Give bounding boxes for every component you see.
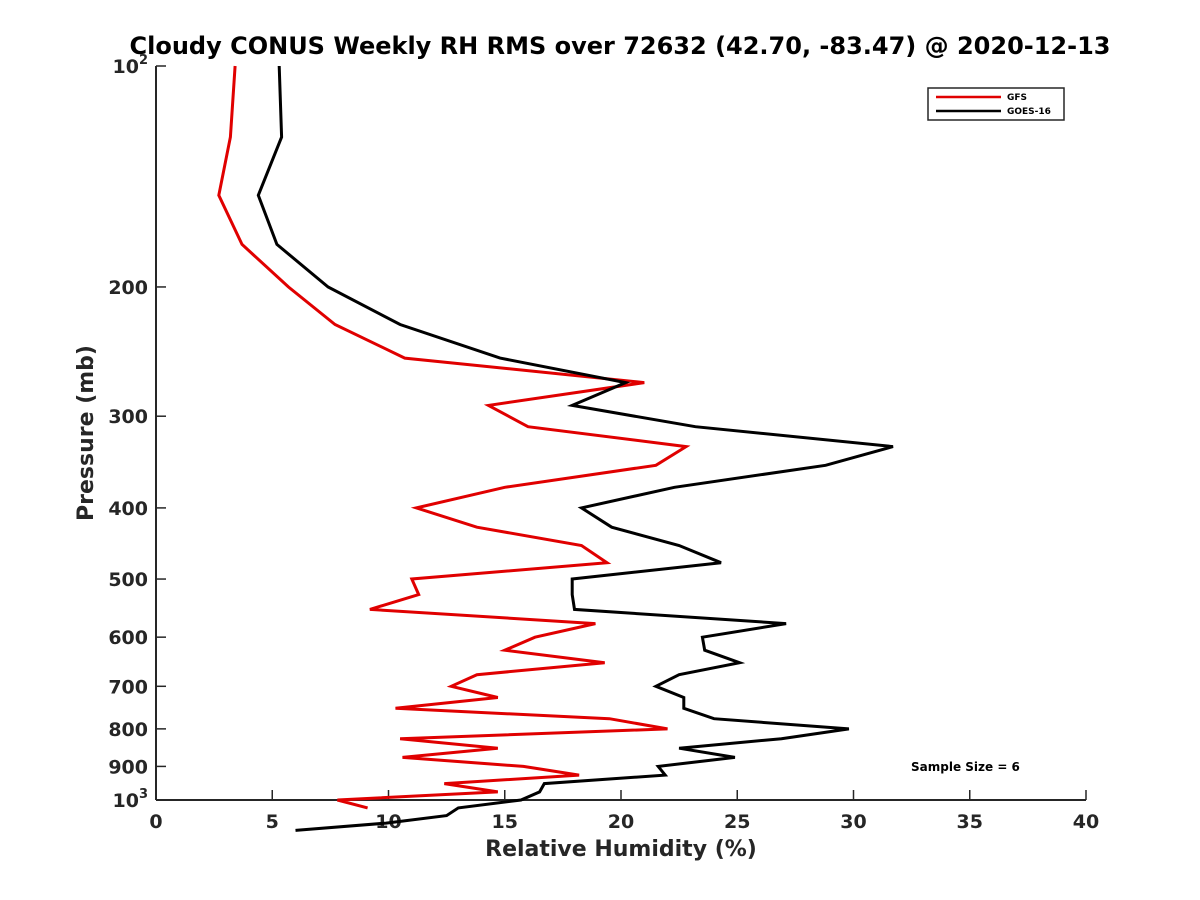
y-tick-label: 102 <box>113 53 149 78</box>
x-tick-label: 25 <box>724 811 750 833</box>
y-axis-label: Pressure (mb) <box>74 345 99 521</box>
y-tick-exponent: 3 <box>139 787 148 802</box>
x-tick-label: 0 <box>149 811 162 833</box>
y-tick-label: 400 <box>108 498 148 520</box>
chart-title: Cloudy CONUS Weekly RH RMS over 72632 (4… <box>130 32 1111 60</box>
x-tick-label: 35 <box>957 811 983 833</box>
y-tick-label: 700 <box>108 676 148 698</box>
legend: GFS GOES-16 <box>927 87 1065 121</box>
y-tick-label: 600 <box>108 627 148 649</box>
x-tick-label: 20 <box>608 811 634 833</box>
legend-label-goes-16: GOES-16 <box>1007 107 1051 117</box>
x-tick-label: 5 <box>266 811 279 833</box>
y-tick-label: 200 <box>108 277 148 299</box>
x-tick-label: 40 <box>1073 811 1099 833</box>
series-line-goes-16 <box>256 65 894 832</box>
x-axis-label: Relative Humidity (%) <box>485 837 757 862</box>
y-tick-label: 500 <box>108 569 148 591</box>
y-tick-label: 900 <box>108 756 148 778</box>
x-ticks: 0 5 10 15 20 25 30 35 40 <box>149 790 1099 833</box>
x-tick-label: 15 <box>492 811 518 833</box>
axes <box>155 66 1086 801</box>
series-line-gfs <box>217 65 691 810</box>
y-tick-label: 103 <box>113 787 149 812</box>
legend-label-gfs: GFS <box>1007 93 1027 103</box>
y-tick-label: 800 <box>108 719 148 741</box>
x-tick-label: 30 <box>840 811 866 833</box>
y-tick-exponent: 2 <box>139 53 148 68</box>
series-lines <box>217 65 894 832</box>
y-tick-label: 300 <box>108 406 148 428</box>
sample-size-annotation: Sample Size = 6 <box>911 760 1020 774</box>
legend-box <box>927 87 1065 121</box>
y-ticks: 102 200 300 400 500 600 700 800 900 103 <box>108 53 166 812</box>
